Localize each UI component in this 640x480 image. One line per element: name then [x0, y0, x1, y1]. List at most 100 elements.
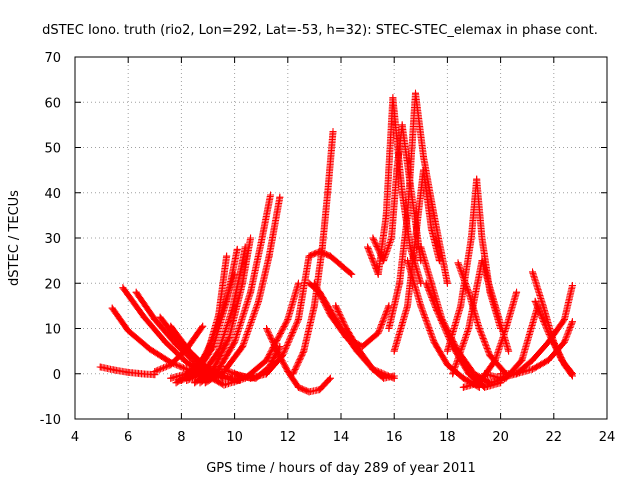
data-point [332, 302, 340, 310]
data-point [385, 325, 393, 332]
data-point [417, 243, 425, 251]
x-tick-label: 12 [280, 430, 297, 445]
y-tick-label: -10 [40, 413, 61, 428]
data-point [427, 225, 435, 233]
tick-labels: 4 6 8 10 12 14 16 18 20 22 24 -10 0 10 20 30 40 50 60 70 [40, 51, 616, 445]
data-point [145, 345, 153, 353]
data-point [470, 374, 478, 382]
data-point [225, 334, 233, 342]
data-point [404, 257, 411, 265]
data-point [263, 370, 271, 378]
data-series [332, 302, 398, 382]
data-point [513, 288, 521, 296]
data-point [183, 358, 191, 366]
data-point [390, 372, 398, 380]
data-point [529, 356, 537, 364]
data-point [459, 383, 467, 391]
data-point [284, 367, 292, 375]
data-point [380, 374, 388, 382]
data-point [393, 166, 401, 174]
y-tick-label: 20 [44, 277, 61, 292]
data-point [209, 343, 217, 351]
data-point [478, 234, 486, 242]
data-point [382, 211, 390, 219]
y-tick-label: 40 [44, 187, 61, 202]
series-markers [96, 363, 159, 379]
data-point [111, 366, 119, 374]
data-series [263, 325, 334, 396]
data-point [422, 279, 430, 287]
data-point [568, 370, 576, 378]
data-point [247, 288, 255, 296]
data-point [529, 268, 537, 276]
data-point [167, 322, 175, 330]
data-point [486, 352, 494, 360]
data-point [374, 329, 382, 337]
data-point [220, 365, 228, 373]
data-point [239, 343, 247, 351]
data-series [96, 363, 159, 379]
y-tick-label: 70 [44, 51, 61, 66]
y-tick-label: 60 [44, 96, 61, 111]
data-point [529, 365, 537, 373]
data-point [183, 345, 191, 353]
data-point [265, 252, 273, 260]
data-series [529, 268, 576, 380]
y-tick-label: 10 [44, 323, 61, 338]
data-point [231, 370, 239, 378]
data-point [518, 356, 526, 364]
x-tick-label: 18 [439, 430, 456, 445]
data-point [305, 252, 313, 260]
data-point [300, 347, 308, 355]
data-point [172, 379, 180, 387]
data-point [502, 325, 510, 332]
data-point [473, 175, 481, 183]
axis-ticks [74, 56, 608, 420]
x-tick-label: 14 [333, 430, 350, 445]
data-point [318, 243, 326, 251]
x-tick-label: 8 [177, 430, 185, 445]
data-point [220, 374, 228, 382]
data-point [294, 279, 302, 287]
data-point [560, 315, 568, 323]
chart-title: dSTEC Iono. truth (rio2, Lon=292, Lat=-5… [42, 23, 598, 38]
data-point [278, 352, 286, 360]
data-point [459, 374, 467, 382]
data-point [151, 315, 159, 323]
data-point [457, 302, 465, 310]
data-point [326, 374, 334, 382]
data-point [398, 189, 406, 197]
x-tick-label: 24 [599, 430, 616, 445]
data-point [443, 361, 451, 369]
data-point [404, 302, 411, 310]
data-point [263, 356, 271, 364]
data-series [390, 166, 443, 355]
data-point [443, 347, 451, 355]
series-markers [443, 175, 505, 355]
data-point [294, 315, 302, 323]
data-point [231, 338, 239, 346]
data-point [433, 306, 441, 314]
data-point [449, 370, 457, 378]
data-point [247, 374, 255, 382]
data-point [284, 315, 292, 323]
x-tick-label: 4 [71, 430, 79, 445]
data-point [505, 347, 513, 355]
data-point [289, 370, 297, 378]
data-point [374, 270, 382, 278]
data-series [497, 318, 576, 378]
data-series [151, 322, 207, 375]
x-axis-label: GPS time / hours of day 289 of year 2011 [206, 461, 476, 476]
data-point [326, 311, 334, 319]
data-point [388, 234, 396, 242]
data-point [544, 329, 552, 337]
data-point [305, 388, 313, 396]
data-point [161, 338, 169, 346]
data-point [558, 356, 566, 364]
data-point [267, 191, 275, 199]
data-series [449, 257, 513, 378]
data-point [316, 386, 324, 394]
data-point [247, 234, 255, 242]
data-series [531, 297, 576, 378]
